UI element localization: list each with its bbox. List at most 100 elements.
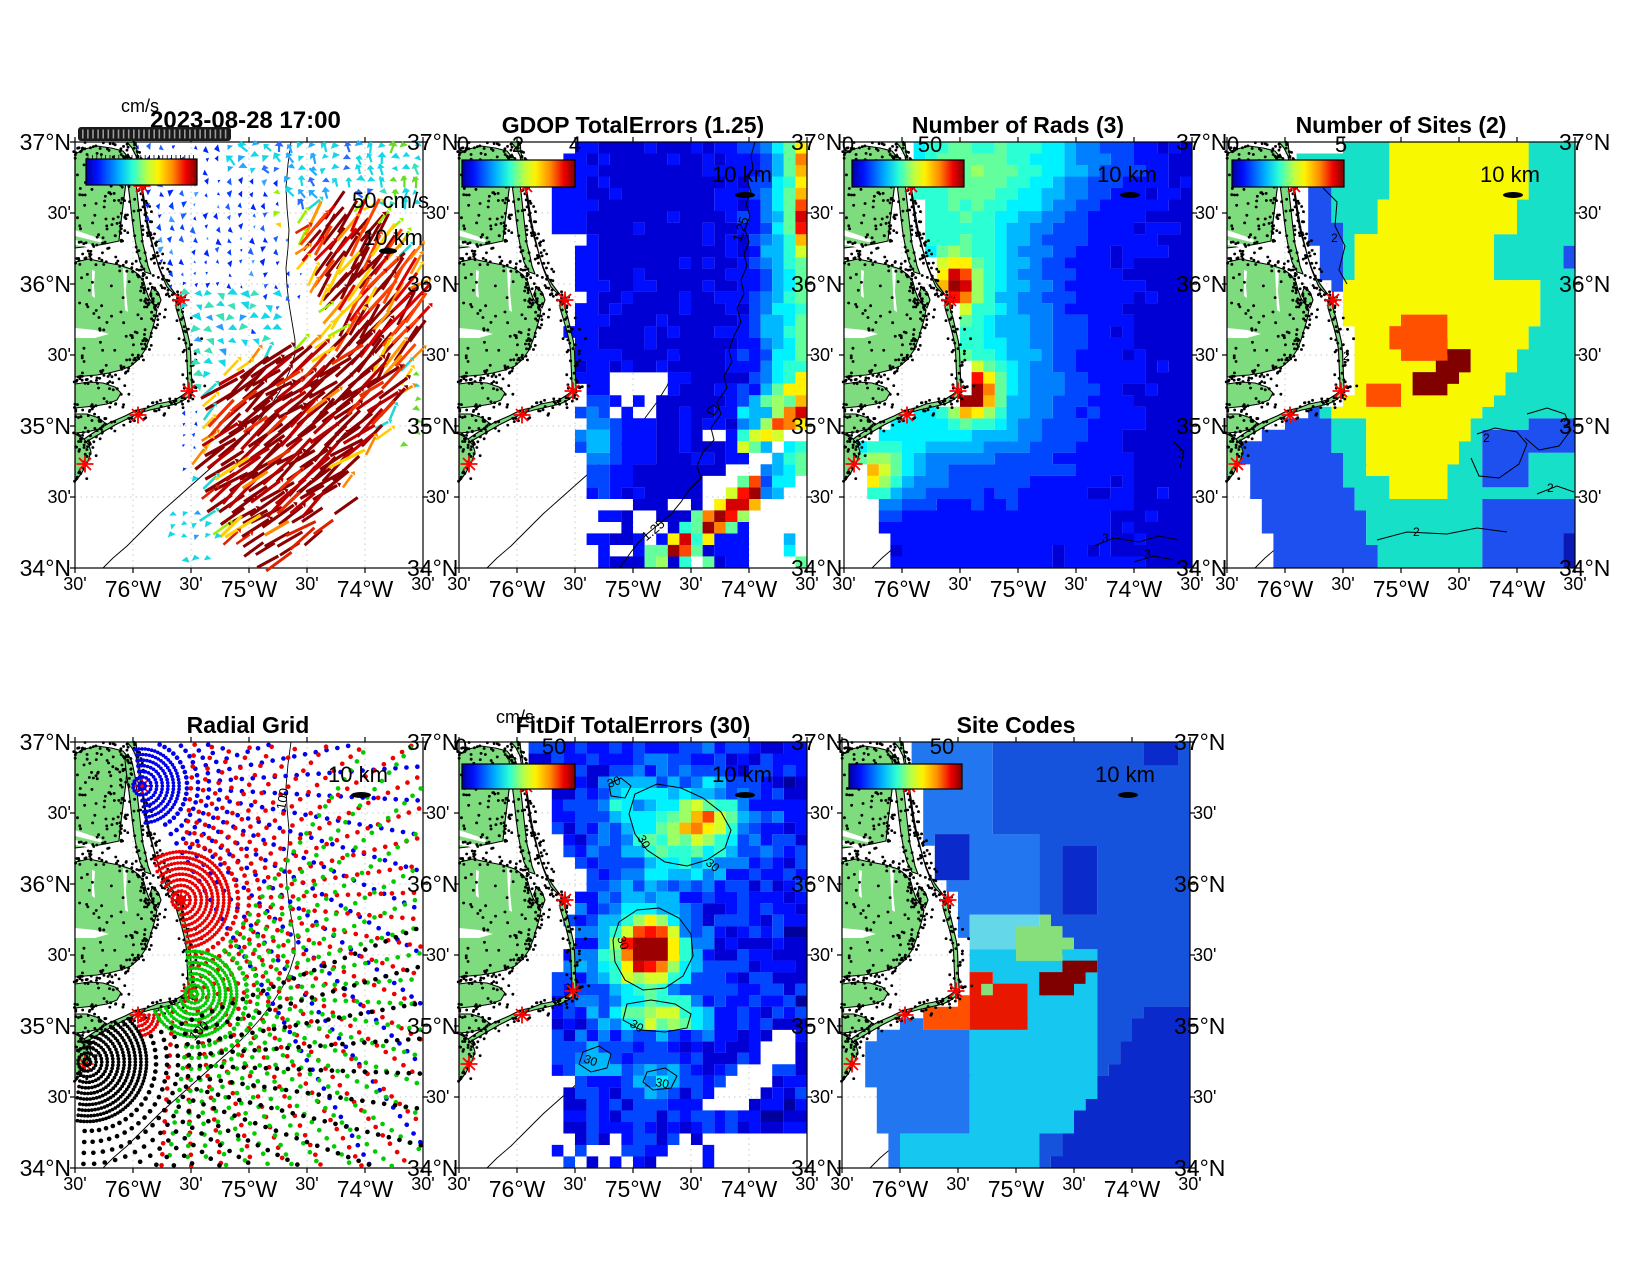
svg-text:0: 0 xyxy=(1227,132,1239,157)
svg-text:30': 30' xyxy=(48,487,71,507)
svg-text:35°N: 35°N xyxy=(1174,1013,1225,1039)
svg-text:30: 30 xyxy=(634,833,653,852)
svg-text:50 cm/s: 50 cm/s xyxy=(352,188,429,213)
svg-text:Radial Grid: Radial Grid xyxy=(187,712,310,738)
svg-text:50: 50 xyxy=(930,734,954,759)
svg-text:30': 30' xyxy=(1195,345,1218,365)
svg-text:36°N: 36°N xyxy=(1176,271,1227,297)
svg-text:30: 30 xyxy=(614,934,632,952)
svg-text:3: 3 xyxy=(1102,531,1109,545)
svg-text:5: 5 xyxy=(1335,132,1347,157)
svg-text:Site Codes: Site Codes xyxy=(957,712,1076,738)
svg-text:37°N: 37°N xyxy=(20,729,71,755)
svg-text:75°W: 75°W xyxy=(988,1176,1045,1202)
svg-text:37°N: 37°N xyxy=(791,729,842,755)
svg-text:30': 30' xyxy=(48,803,71,823)
svg-text:30': 30' xyxy=(1215,574,1238,594)
svg-text:34°N: 34°N xyxy=(1174,1155,1225,1181)
svg-text:36°N: 36°N xyxy=(791,271,842,297)
svg-text:30': 30' xyxy=(48,345,71,365)
svg-text:cm/s: cm/s xyxy=(496,707,534,727)
svg-text:30': 30' xyxy=(1193,945,1216,965)
svg-text:30': 30' xyxy=(1062,1174,1085,1194)
svg-text:Number of Rads (3): Number of Rads (3) xyxy=(912,112,1124,138)
svg-text:35°N: 35°N xyxy=(791,1013,842,1039)
svg-text:76°W: 76°W xyxy=(105,1176,162,1202)
svg-text:76°W: 76°W xyxy=(105,576,162,602)
svg-text:74°W: 74°W xyxy=(337,576,394,602)
svg-text:30': 30' xyxy=(679,574,702,594)
svg-text:35°N: 35°N xyxy=(407,413,458,439)
svg-text:34°N: 34°N xyxy=(20,1155,71,1181)
svg-text:50: 50 xyxy=(918,132,942,157)
svg-text:75°W: 75°W xyxy=(221,576,278,602)
svg-text:2: 2 xyxy=(1331,231,1338,245)
svg-text:30': 30' xyxy=(426,803,449,823)
svg-text:36°N: 36°N xyxy=(791,871,842,897)
svg-text:30': 30' xyxy=(1563,574,1586,594)
svg-text:74°W: 74°W xyxy=(1104,1176,1161,1202)
svg-text:GDOP TotalErrors (1.25): GDOP TotalErrors (1.25) xyxy=(502,112,764,138)
svg-text:76°W: 76°W xyxy=(872,1176,929,1202)
svg-text:30': 30' xyxy=(1064,574,1087,594)
svg-text:30': 30' xyxy=(1331,574,1354,594)
svg-text:74°W: 74°W xyxy=(721,1176,778,1202)
svg-text:30': 30' xyxy=(1578,487,1601,507)
svg-text:30': 30' xyxy=(948,574,971,594)
svg-text:30': 30' xyxy=(832,574,855,594)
svg-text:0: 0 xyxy=(838,734,850,759)
svg-text:75°W: 75°W xyxy=(1373,576,1430,602)
svg-text:10 km: 10 km xyxy=(363,225,423,250)
svg-text:36°N: 36°N xyxy=(407,871,458,897)
svg-text:30': 30' xyxy=(810,803,833,823)
svg-text:30': 30' xyxy=(810,345,833,365)
svg-text:76°W: 76°W xyxy=(489,1176,546,1202)
svg-text:34°N: 34°N xyxy=(791,1155,842,1181)
svg-text:30': 30' xyxy=(447,1174,470,1194)
svg-text:30: 30 xyxy=(654,1075,670,1091)
svg-text:34°N: 34°N xyxy=(1559,555,1610,581)
svg-text:74°W: 74°W xyxy=(1489,576,1546,602)
svg-text:36°N: 36°N xyxy=(1559,271,1610,297)
svg-text:2: 2 xyxy=(1563,417,1570,431)
svg-text:35°N: 35°N xyxy=(20,413,71,439)
svg-text:30': 30' xyxy=(48,1087,71,1107)
svg-text:37°N: 37°N xyxy=(791,129,842,155)
svg-text:34°N: 34°N xyxy=(407,555,458,581)
svg-text:30': 30' xyxy=(1193,803,1216,823)
svg-text:35°N: 35°N xyxy=(407,1013,458,1039)
svg-text:3: 3 xyxy=(1178,447,1185,461)
svg-text:30': 30' xyxy=(426,203,449,223)
svg-text:35°N: 35°N xyxy=(1176,413,1227,439)
svg-text:76°W: 76°W xyxy=(489,576,546,602)
svg-text:30': 30' xyxy=(411,1174,434,1194)
svg-text:30: 30 xyxy=(628,1016,647,1035)
svg-text:cm/s: cm/s xyxy=(121,96,159,116)
svg-text:30': 30' xyxy=(1193,1087,1216,1107)
svg-text:36°N: 36°N xyxy=(1174,871,1225,897)
svg-text:30': 30' xyxy=(1195,487,1218,507)
svg-text:1.25: 1.25 xyxy=(729,215,751,244)
svg-text:50: 50 xyxy=(542,734,566,759)
svg-text:30': 30' xyxy=(563,1174,586,1194)
svg-text:30': 30' xyxy=(830,1174,853,1194)
svg-text:37°N: 37°N xyxy=(1559,129,1610,155)
svg-text:76°W: 76°W xyxy=(1257,576,1314,602)
svg-text:30': 30' xyxy=(411,574,434,594)
svg-text:30': 30' xyxy=(1578,345,1601,365)
svg-text:30': 30' xyxy=(426,945,449,965)
svg-text:34°N: 34°N xyxy=(407,1155,458,1181)
svg-text:30': 30' xyxy=(179,1174,202,1194)
svg-text:0: 0 xyxy=(455,734,467,759)
svg-text:30': 30' xyxy=(946,1174,969,1194)
svg-text:37°N: 37°N xyxy=(407,129,458,155)
svg-text:30': 30' xyxy=(63,574,86,594)
svg-text:36°N: 36°N xyxy=(407,271,458,297)
svg-text:30': 30' xyxy=(63,1174,86,1194)
svg-text:76°W: 76°W xyxy=(874,576,931,602)
svg-text:37°N: 37°N xyxy=(1176,129,1227,155)
svg-text:30': 30' xyxy=(563,574,586,594)
svg-text:30': 30' xyxy=(48,203,71,223)
svg-text:2: 2 xyxy=(512,132,524,157)
svg-text:FitDif TotalErrors (30): FitDif TotalErrors (30) xyxy=(516,712,751,738)
